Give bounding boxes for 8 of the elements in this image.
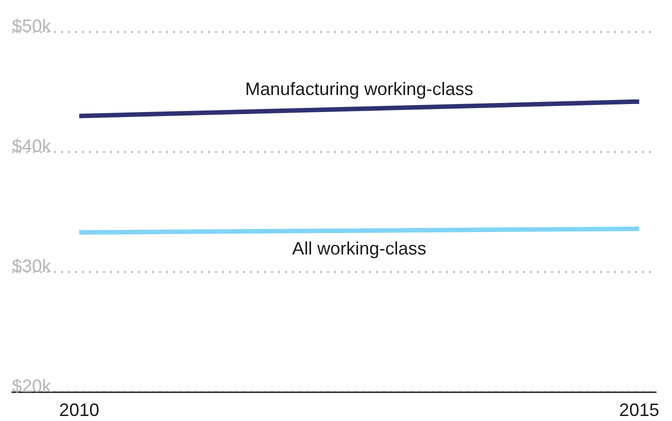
x-tick-label: 2010: [59, 400, 100, 420]
y-tick-label: $40k: [12, 136, 52, 156]
series-label: Manufacturing working-class: [245, 78, 474, 99]
series-label: All working-class: [292, 238, 426, 259]
y-tick-label: $20k: [12, 376, 52, 396]
y-tick-label: $50k: [12, 16, 52, 36]
x-tick-label: 2015: [619, 400, 660, 420]
y-tick-label: $30k: [12, 256, 52, 276]
